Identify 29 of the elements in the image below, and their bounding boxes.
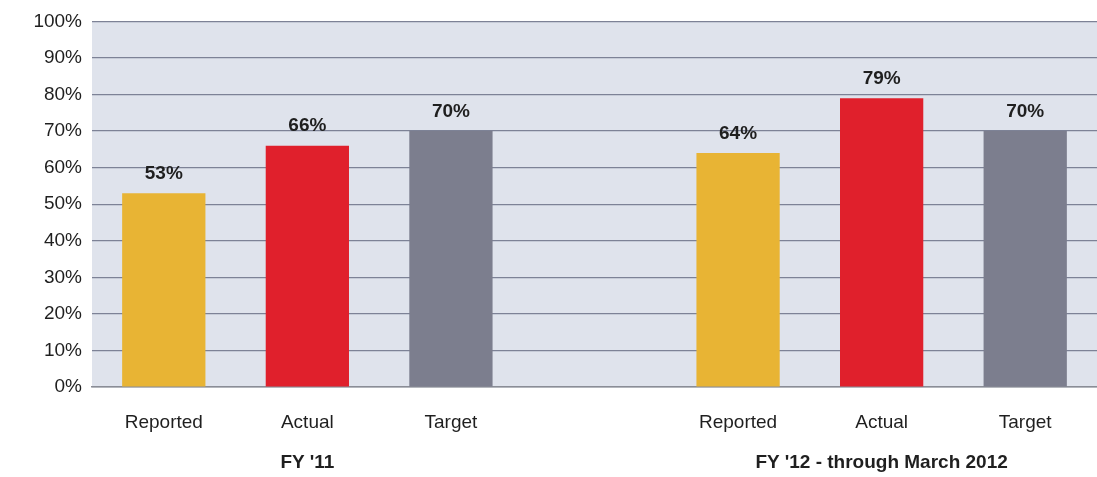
y-tick-label: 80% [43,82,83,104]
data-label: 53% [144,161,183,183]
x-tick-label: Actual [280,410,334,432]
bar [265,145,349,387]
x-tick-label: Reported [124,410,203,432]
y-tick-label: 60% [43,155,83,177]
bar [122,193,206,387]
data-label: 70% [431,99,471,121]
text: FY '11 [280,451,335,473]
data-label: 70% [1006,99,1045,121]
y-tick-label: 0% [54,375,83,397]
text: FY '12 - through March 2012 [755,451,1008,473]
y-tick-label: 10% [43,338,83,360]
y-tick-label: 20% [43,302,83,324]
x-tick-label: Target [424,410,479,432]
data-label: 66% [288,114,327,136]
y-tick-label: 70% [43,119,83,141]
y-tick-label: 90% [43,46,83,68]
y-tick-label: 100% [33,9,83,31]
bar [840,98,924,387]
bar [696,153,780,387]
y-tick-label: 30% [43,265,83,287]
x-tick-label: Target [998,410,1053,432]
x-tick-label: Reported [698,410,778,432]
y-tick-label: 40% [43,228,83,250]
x-tick-label: Actual [855,410,909,432]
data-label: 64% [719,121,758,143]
y-tick-label: 50% [43,192,83,214]
data-label: 79% [862,66,901,88]
